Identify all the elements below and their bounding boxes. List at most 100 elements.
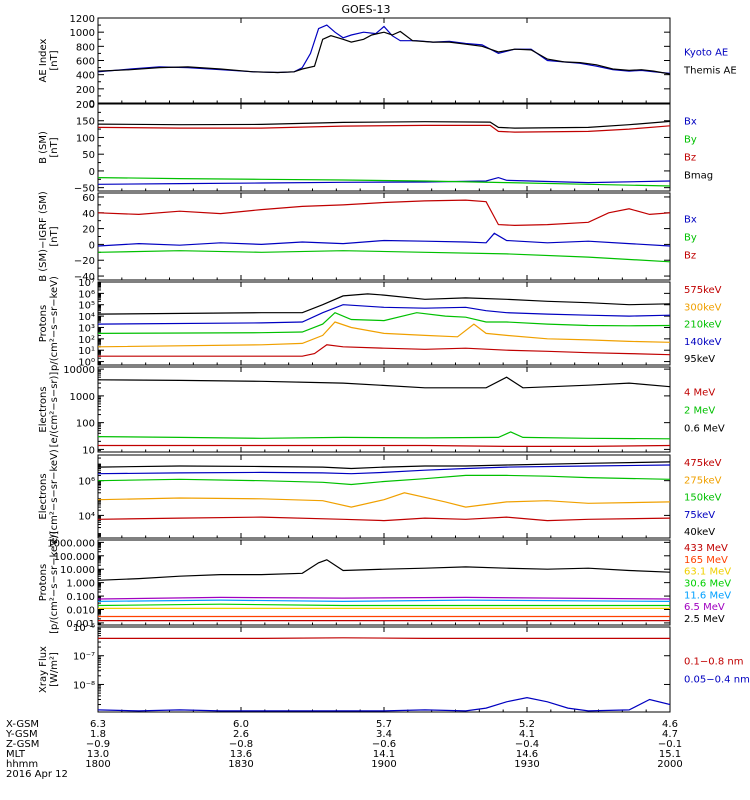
legend-entry: 0.1−0.8 nm <box>684 657 743 668</box>
y-axis-label: [nT] <box>49 226 60 246</box>
x-tick-value: 15.1 <box>659 749 681 760</box>
x-tick-value: 4.7 <box>662 729 678 740</box>
y-tick-label: 40 <box>82 209 95 220</box>
x-tick-value: −0.6 <box>372 739 396 750</box>
y-tick-label: 1000 <box>70 28 95 39</box>
y-axis-label: B (SM) <box>38 131 49 164</box>
legend-entry: 2 MeV <box>684 406 715 417</box>
y-tick-label: 10⁶ <box>78 289 95 300</box>
legend-entry: 6.5 MeV <box>684 602 725 613</box>
y-tick-label: 10⁻⁷ <box>73 652 95 663</box>
x-row-label: MLT <box>6 749 26 760</box>
legend-entry: Kyoto AE <box>684 48 728 59</box>
y-tick-label: 10⁻⁶ <box>73 623 95 634</box>
y-axis-label: Xray Flux <box>38 646 49 693</box>
date-label: 2016 Apr 12 <box>6 769 68 780</box>
x-row-label: hhmm <box>6 759 38 770</box>
x-row-label: X-GSM <box>6 719 39 730</box>
x-tick-value: 1930 <box>514 759 539 770</box>
legend-entry: 30.6 MeV <box>684 579 731 590</box>
y-tick-label: 10² <box>78 335 95 346</box>
series-line <box>98 637 670 639</box>
y-tick-label: 60 <box>82 193 95 204</box>
x-row-label: Z-GSM <box>6 739 39 750</box>
y-tick-label: 10⁵ <box>78 301 95 312</box>
panel-frame <box>97 192 671 281</box>
legend-entry: 0.05−0.4 nm <box>684 675 750 686</box>
series-line <box>98 464 670 475</box>
x-tick-value: 2.6 <box>233 729 249 740</box>
legend-entry: 150keV <box>684 493 722 504</box>
legend-entry: 75keV <box>684 510 715 521</box>
y-tick-label: −40 <box>74 272 95 283</box>
y-axis-label: [e/(cm²−s−sr)] <box>49 372 60 448</box>
y-tick-label: 1000 <box>70 392 95 403</box>
series-line <box>98 516 670 522</box>
series-line <box>98 696 670 712</box>
x-tick-value: 1900 <box>371 759 396 770</box>
panel-xray: 10⁻⁸ 10⁻⁷ 10⁻⁶ Xray Flux [W/m²] 0.1−0.8 nm 0.0… <box>38 623 750 713</box>
y-tick-label: 150 <box>76 117 95 128</box>
legend-entry: 140keV <box>684 337 722 348</box>
series-line <box>98 376 670 389</box>
y-axis-label: AE Index <box>38 38 49 82</box>
panel-electrons_high: 10 100 1000 10000 Electrons [e/(cm²−s−sr)] 4 M… <box>38 365 725 456</box>
x-tick-value: 14.6 <box>516 749 538 760</box>
x-tick-value: 2000 <box>657 759 682 770</box>
legend-entry: 475keV <box>684 458 722 469</box>
y-tick-label: 10¹ <box>78 346 95 357</box>
y-tick-label: −20 <box>74 256 95 267</box>
y-axis-label: e/(cm²−s−sr−keV) <box>49 449 60 544</box>
series-line <box>98 461 670 470</box>
legend-entry: Bx <box>684 215 697 226</box>
y-tick-label: 0.100 <box>66 592 95 603</box>
panel-bigrf: −40 −20 0 20 40 60 B (SM)−IGRF (SM) [nT] Bx By Bz <box>38 191 697 283</box>
chart-title: GOES-13 <box>341 3 390 16</box>
panel-frame <box>97 366 671 453</box>
y-axis-label: [p/(cm²−s−sr−keV)] <box>49 531 60 634</box>
series-line <box>98 603 670 607</box>
x-tick-value: 6.3 <box>90 719 106 730</box>
y-tick-label: 10⁰ <box>78 358 95 369</box>
x-tick-value: 13.6 <box>230 749 252 760</box>
y-tick-label: 100 <box>76 419 95 430</box>
x-tick-value: −0.1 <box>658 739 682 750</box>
y-tick-label: 100.000 <box>54 552 95 563</box>
y-tick-label: −50 <box>74 184 95 195</box>
y-axis-label: Protons <box>38 305 49 342</box>
legend-entry: By <box>684 135 697 146</box>
y-tick-label: 10⁶ <box>78 477 95 488</box>
y-tick-label: 1000.000 <box>47 538 95 549</box>
series-line <box>98 177 670 187</box>
legend-entry: 275keV <box>684 475 722 486</box>
panel-electrons_low: 10⁴ 10⁶ Electrons e/(cm²−s−sr−keV) 475keV 275… <box>38 449 722 544</box>
y-tick-label: 10000 <box>63 365 95 376</box>
legend-entry: Bz <box>684 153 696 164</box>
legend-entry: 63.1 MeV <box>684 567 731 578</box>
y-tick-label: 0 <box>89 99 95 110</box>
y-axis-label: Protons <box>38 564 49 601</box>
series-line <box>98 304 670 325</box>
series-line <box>98 559 670 581</box>
y-tick-label: 10⁷ <box>78 278 95 289</box>
y-tick-label: 10⁴ <box>78 312 95 323</box>
x-tick-value: 3.4 <box>376 729 392 740</box>
y-tick-label: 10 <box>82 445 95 456</box>
y-tick-label: 400 <box>76 71 95 82</box>
y-axis-label: Electrons <box>38 473 49 519</box>
legend-entry: 0.6 MeV <box>684 424 725 435</box>
legend-entry: By <box>684 233 697 244</box>
y-tick-label: 200 <box>76 100 95 111</box>
y-tick-label: 50 <box>82 150 95 161</box>
series-line <box>98 120 670 129</box>
series-line <box>98 311 670 334</box>
y-axis-label: Electrons <box>38 386 49 432</box>
y-tick-label: 20 <box>82 225 95 236</box>
series-line <box>98 492 670 508</box>
legend-entry: 210keV <box>684 320 722 331</box>
legend-entry: Themis AE <box>683 66 737 77</box>
y-tick-label: 200 <box>76 85 95 96</box>
